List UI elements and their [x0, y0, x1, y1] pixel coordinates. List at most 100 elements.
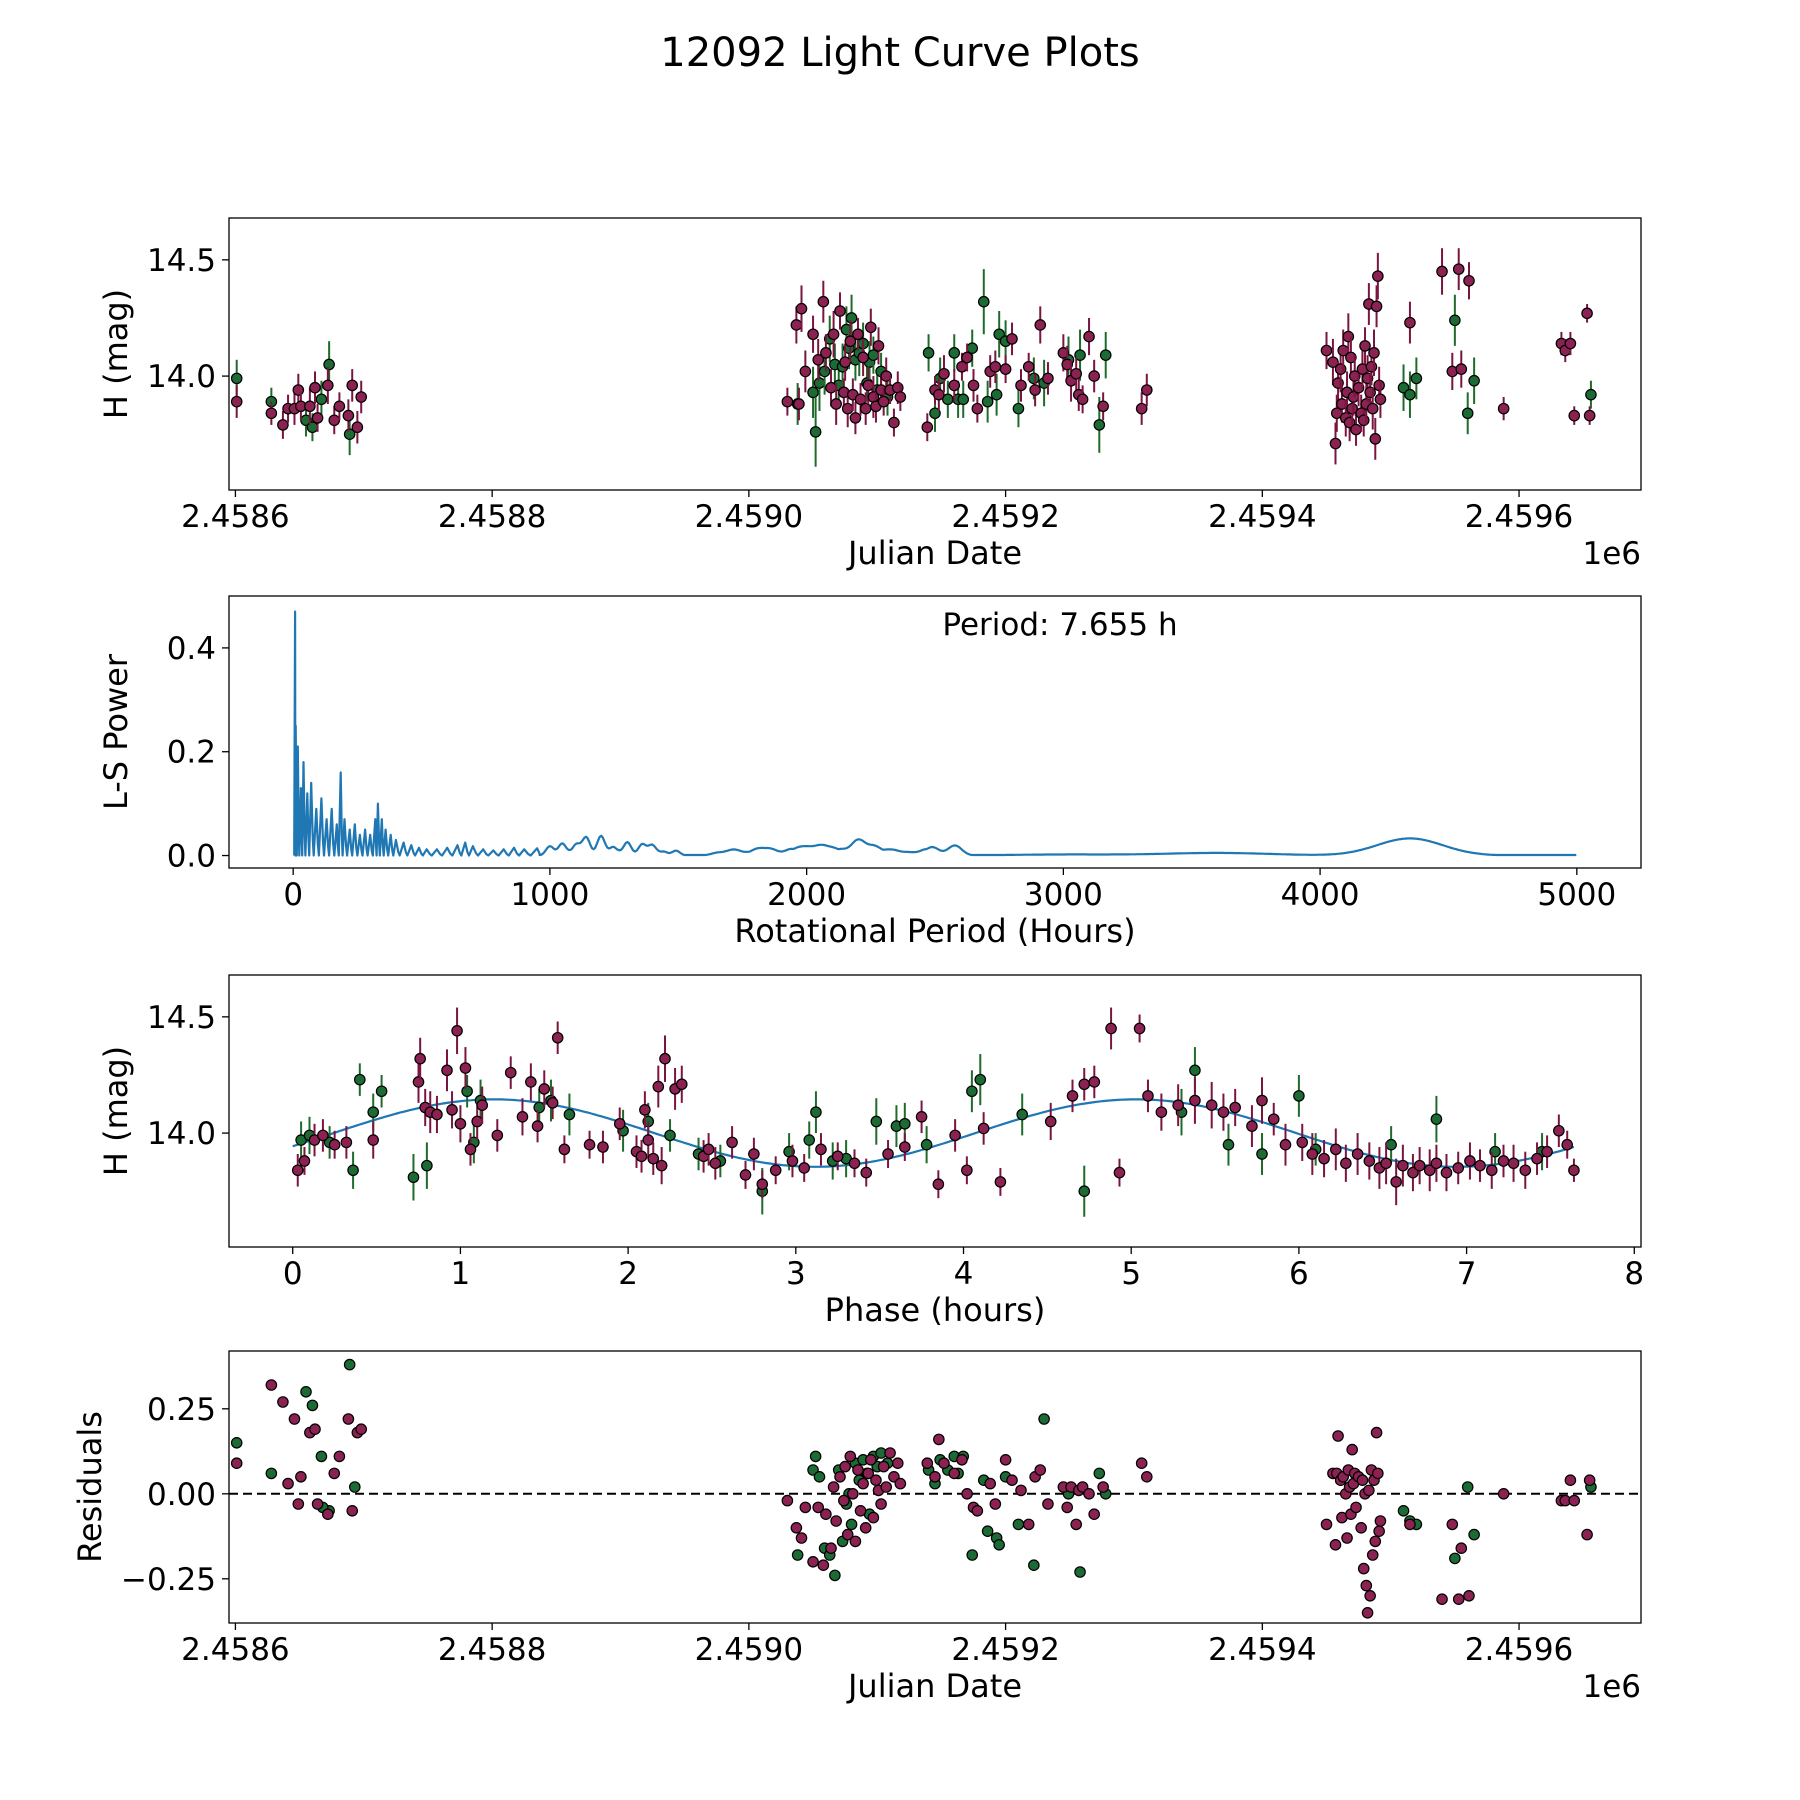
data-point: [317, 1129, 329, 1142]
data-point: [781, 395, 794, 408]
data-point: [1205, 1099, 1218, 1111]
data-point: [1078, 1078, 1091, 1091]
data-point: [891, 1457, 904, 1469]
data-point: [825, 381, 837, 394]
data-point: [1038, 1413, 1050, 1425]
data-point: [333, 1450, 346, 1463]
data-point: [966, 342, 979, 354]
data-point: [839, 1460, 851, 1473]
data-point: [309, 381, 321, 394]
data-point: [230, 372, 243, 385]
data-point: [1348, 370, 1361, 382]
data-point: [375, 1085, 388, 1098]
data-point: [1519, 1164, 1532, 1177]
data-point: [407, 1171, 420, 1184]
data-point: [1497, 1155, 1510, 1167]
series-band-a: [230, 248, 1596, 465]
data-point: [1329, 1143, 1342, 1156]
data-point: [709, 1157, 722, 1170]
data-point: [1320, 344, 1333, 357]
data-point: [880, 370, 893, 382]
data-point: [347, 1164, 359, 1177]
data-point: [1246, 1120, 1258, 1132]
data-point: [1099, 349, 1112, 361]
data-point: [899, 1117, 911, 1130]
data-point: [355, 391, 368, 403]
data-point: [613, 1117, 626, 1130]
y-tick-label: 0.0: [167, 839, 216, 875]
data-point: [875, 1498, 887, 1510]
data-point: [451, 1024, 463, 1037]
data-point: [1070, 367, 1082, 380]
data-point: [1355, 1522, 1367, 1534]
data-point: [516, 1111, 529, 1123]
data-point: [675, 1078, 688, 1091]
data-point: [1364, 386, 1376, 399]
data-point: [1172, 1099, 1184, 1111]
data-point: [414, 1052, 426, 1065]
x-tick-label: 2.4594: [1208, 1632, 1316, 1668]
data-point: [1022, 1518, 1035, 1531]
data-point: [306, 421, 319, 434]
data-point: [880, 1481, 893, 1493]
data-point: [1361, 1607, 1374, 1619]
data-point: [1370, 1426, 1383, 1439]
y-tick-label: 0.4: [167, 631, 216, 667]
data-point: [1374, 1515, 1387, 1527]
data-point: [857, 351, 869, 364]
data-point: [1581, 307, 1593, 320]
axes-frame: [228, 1350, 1642, 1624]
data-point: [309, 1423, 321, 1435]
data-point: [471, 1115, 483, 1128]
data-point: [1357, 414, 1370, 427]
data-point: [799, 365, 812, 378]
data-point: [877, 395, 890, 408]
data-point: [282, 1477, 294, 1490]
data-point: [533, 1101, 546, 1114]
x-tick-label: 2000: [767, 877, 846, 913]
data-point: [781, 1494, 794, 1507]
data-point: [967, 379, 980, 392]
data-point: [1365, 360, 1378, 373]
data-point: [647, 1152, 660, 1165]
data-point: [1093, 419, 1106, 431]
data-point: [1351, 1148, 1364, 1160]
data-point: [659, 1052, 671, 1065]
x-tick-label: 2.4588: [438, 499, 546, 535]
x-tick-label: 5000: [1537, 877, 1616, 913]
x-tick-label: 2.4588: [438, 1632, 546, 1668]
figure-title: 12092 Light Curve Plots: [660, 30, 1139, 76]
data-point: [990, 388, 1003, 401]
data-point: [999, 363, 1012, 375]
data-point: [1410, 372, 1423, 385]
data-point: [817, 295, 830, 308]
panel-phase: 0 1 2 3 4 5 6 7 8 14.0 14.5 Phase (hours) H (mag): [97, 974, 1644, 1329]
data-point: [966, 1549, 979, 1561]
data-point: [1141, 384, 1153, 396]
data-point: [558, 1143, 571, 1156]
plot-area: [291, 1007, 1580, 1217]
x-tick-label: 1: [451, 1256, 471, 1292]
data-point: [852, 1464, 864, 1476]
data-point: [1423, 1164, 1436, 1177]
data-point: [1141, 1471, 1153, 1483]
data-point: [847, 1488, 859, 1500]
data-point: [834, 305, 846, 317]
y-tick-label: 14.5: [147, 243, 216, 279]
data-point: [1561, 1138, 1574, 1151]
data-point: [1531, 1152, 1543, 1165]
data-point: [1507, 1157, 1520, 1170]
data-point: [265, 1467, 278, 1480]
data-point: [551, 1031, 564, 1044]
data-point: [966, 1085, 978, 1098]
data-point: [1359, 340, 1371, 352]
data-point: [827, 1481, 840, 1493]
data-point: [340, 1136, 353, 1149]
data-point: [1373, 1525, 1385, 1537]
data-point: [431, 1108, 443, 1121]
data-point: [1581, 1528, 1593, 1541]
y-tick-label: 0.00: [147, 1477, 216, 1513]
x-tick-label: 2.4592: [951, 1632, 1059, 1668]
data-point: [859, 402, 872, 415]
data-point: [921, 421, 934, 434]
